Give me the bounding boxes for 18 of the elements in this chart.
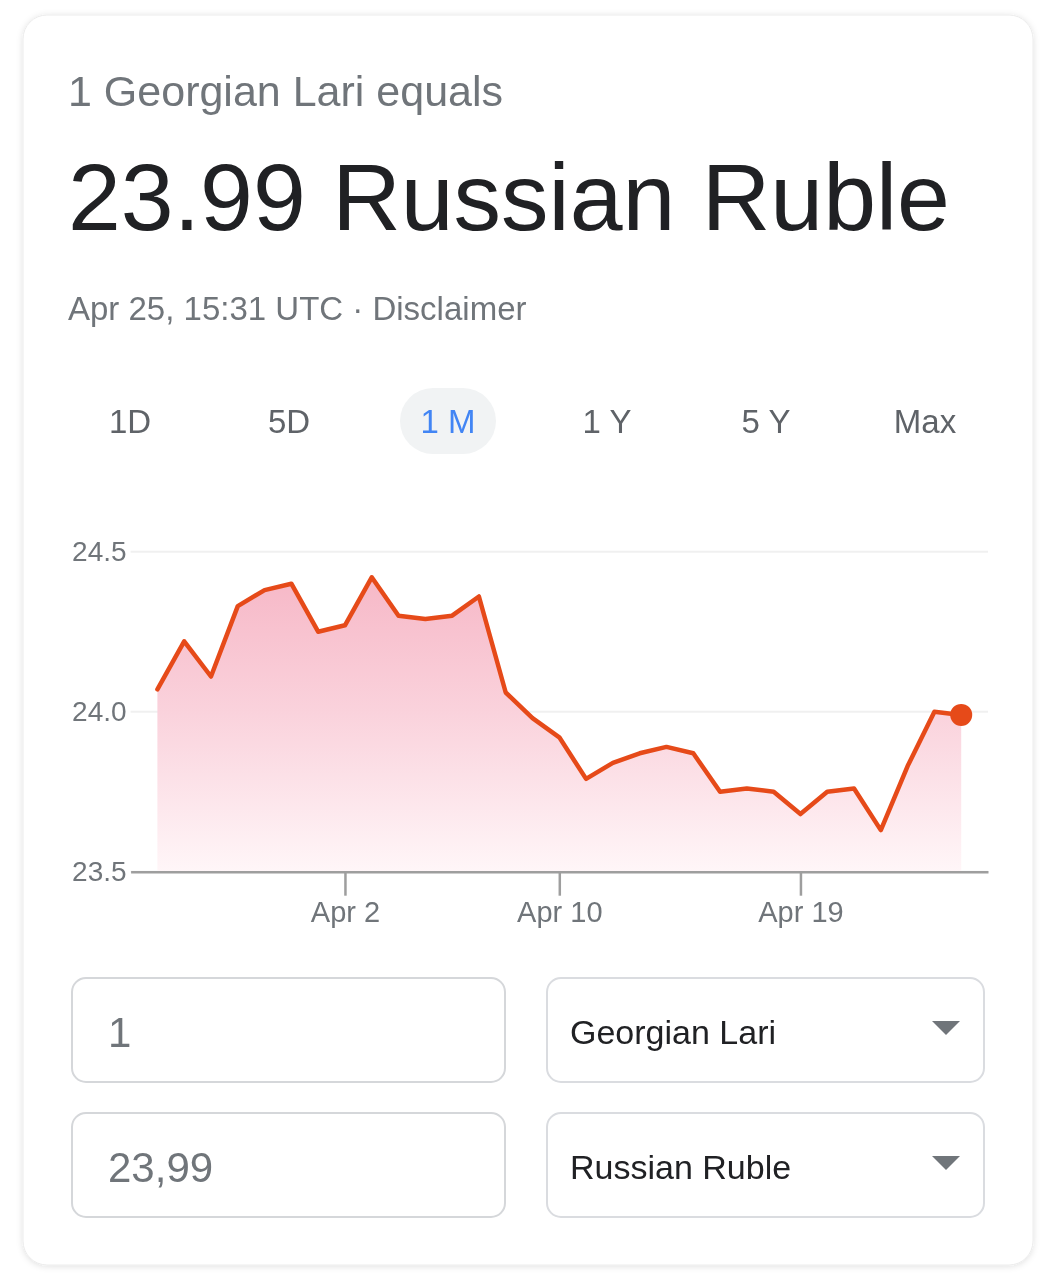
dropdown-field: Georgian Lari bbox=[546, 977, 985, 1083]
range-label: 1D bbox=[108, 403, 152, 440]
input-field: 23,99 bbox=[71, 1112, 506, 1218]
range-label: Max bbox=[893, 403, 957, 440]
dropdown-field: Russian Ruble bbox=[546, 1112, 985, 1218]
range-label: 5D bbox=[267, 403, 311, 440]
range-label: 1 Y bbox=[582, 403, 632, 440]
chart-subtitle: 1 Georgian Lari equals bbox=[68, 67, 504, 115]
y-tick-label: 23.5 bbox=[72, 856, 127, 888]
text: Apr 25, 15:31 UTC · Disclaimer bbox=[68, 290, 527, 327]
x-tick-label: Apr 10 bbox=[517, 896, 603, 929]
x-tick-label: Apr 2 bbox=[310, 896, 381, 929]
range-label: 5 Y bbox=[741, 403, 791, 440]
y-tick-label: 24.0 bbox=[72, 696, 127, 728]
x-tick-label: Apr 19 bbox=[758, 896, 844, 929]
chart-title: 23.99 Russian Ruble bbox=[68, 144, 950, 250]
y-tick-label: 24.5 bbox=[72, 536, 127, 568]
input-field: 1 bbox=[71, 977, 506, 1083]
